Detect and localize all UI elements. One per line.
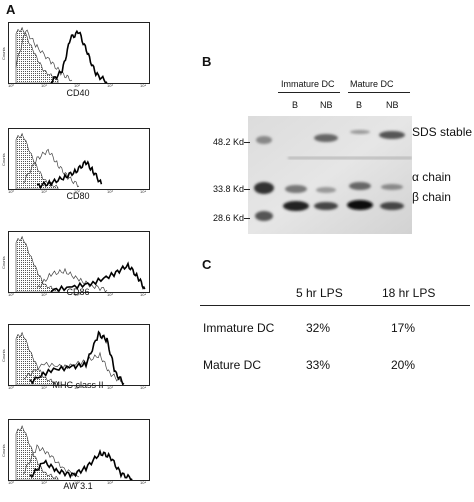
group-label-immature: Immature DC bbox=[281, 79, 335, 89]
group-underline-immature bbox=[278, 92, 340, 93]
x-tick-label: 10² bbox=[74, 83, 80, 88]
x-tick-label: 10¹ bbox=[41, 385, 47, 390]
marker-tick-48 bbox=[244, 142, 250, 143]
isotype-control-curve bbox=[15, 235, 59, 292]
table-cell: 20% bbox=[391, 358, 416, 372]
x-tick-label: 10³ bbox=[107, 385, 113, 390]
group-underline-mature bbox=[348, 92, 410, 93]
band-label-alpha-chain: α chain bbox=[412, 170, 451, 184]
panel-a-letter: A bbox=[6, 2, 16, 17]
histogram-label: CD40 bbox=[66, 88, 90, 98]
x-tick-label: 10³ bbox=[107, 189, 113, 194]
y-axis-label: Counts bbox=[1, 256, 6, 269]
mature-dc-curve bbox=[50, 261, 146, 292]
marker-label-33: 33.8 Kd bbox=[212, 184, 244, 194]
histogram-plot bbox=[8, 128, 150, 190]
x-tick-label: 10⁴ bbox=[140, 83, 147, 88]
table-header-5hr: 5 hr LPS bbox=[296, 286, 343, 300]
y-axis-label: Counts bbox=[1, 349, 6, 362]
lane-label-1: B bbox=[292, 100, 299, 110]
x-tick-label: 10² bbox=[74, 292, 80, 297]
isotype-control-curve bbox=[15, 26, 59, 83]
histogram-label: CD80 bbox=[66, 191, 90, 201]
y-axis-label: Counts bbox=[1, 47, 6, 60]
mature-dc-curve bbox=[29, 330, 125, 385]
y-axis-label: Counts bbox=[1, 444, 6, 457]
histogram-plot bbox=[8, 231, 150, 293]
y-axis-label: Counts bbox=[1, 153, 6, 166]
x-tick-label: 10¹ bbox=[41, 83, 47, 88]
x-tick-label: 10² bbox=[74, 480, 80, 485]
mature-dc-curve bbox=[50, 29, 108, 83]
immature-dc-curve bbox=[22, 444, 80, 478]
x-tick-label: 10¹ bbox=[41, 292, 47, 297]
isotype-control-curve bbox=[15, 425, 59, 480]
marker-label-48: 48.2 Kd bbox=[212, 137, 244, 147]
table-cell: 33% bbox=[306, 358, 331, 372]
mature-dc-curve bbox=[36, 159, 103, 189]
x-tick-label: 10¹ bbox=[41, 189, 47, 194]
table-row-label: Mature DC bbox=[203, 358, 262, 372]
marker-label-28: 28.6 Kd bbox=[212, 213, 244, 223]
histogram-curves bbox=[15, 330, 125, 385]
marker-tick-33 bbox=[244, 189, 250, 190]
panel-b-letter: B bbox=[202, 54, 212, 69]
histogram-plot bbox=[8, 419, 150, 481]
histogram-curves bbox=[15, 132, 103, 189]
table-cell: 32% bbox=[306, 321, 331, 335]
x-tick-label: 10³ bbox=[107, 480, 113, 485]
x-tick-label: 10⁴ bbox=[140, 480, 147, 485]
isotype-control-curve bbox=[15, 331, 59, 385]
histogram-curves bbox=[15, 26, 108, 83]
panel-c-letter: C bbox=[202, 257, 212, 272]
histogram-curves bbox=[15, 425, 133, 480]
western-blot-image bbox=[248, 116, 412, 234]
band-label-beta-chain: β chain bbox=[412, 190, 451, 204]
immature-dc-curve bbox=[15, 29, 73, 82]
x-tick-label: 10⁴ bbox=[140, 385, 147, 390]
histogram-plot bbox=[8, 22, 150, 84]
table-cell: 17% bbox=[391, 321, 416, 335]
lane-label-3: B bbox=[356, 100, 363, 110]
x-tick-label: 10² bbox=[74, 189, 80, 194]
x-tick-label: 10⁰ bbox=[8, 83, 15, 88]
x-tick-label: 10⁰ bbox=[8, 385, 15, 390]
lane-label-2: NB bbox=[320, 100, 333, 110]
histogram-curves bbox=[15, 235, 146, 292]
band-label-sds-stable: SDS stable bbox=[412, 125, 473, 139]
x-tick-label: 10² bbox=[74, 385, 80, 390]
marker-tick-28 bbox=[244, 218, 250, 219]
isotype-control-curve bbox=[15, 132, 59, 189]
table-row-label: Immature DC bbox=[203, 321, 275, 335]
histogram-label: MHC class II bbox=[52, 380, 104, 390]
x-tick-label: 10⁴ bbox=[140, 292, 147, 297]
table-rule bbox=[200, 305, 470, 306]
group-label-mature: Mature DC bbox=[350, 79, 394, 89]
immature-dc-curve bbox=[22, 148, 80, 188]
lane-label-4: NB bbox=[386, 100, 399, 110]
x-tick-label: 10⁰ bbox=[8, 292, 15, 297]
histogram-plot bbox=[8, 324, 150, 386]
histogram-label: AW 3.1 bbox=[63, 481, 93, 491]
histogram-label: CD86 bbox=[66, 287, 90, 297]
immature-dc-curve bbox=[36, 267, 108, 292]
mature-dc-curve bbox=[29, 448, 133, 480]
x-tick-label: 10³ bbox=[107, 83, 113, 88]
table-header-18hr: 18 hr LPS bbox=[382, 286, 436, 300]
x-tick-label: 10⁰ bbox=[8, 480, 15, 485]
x-tick-label: 10³ bbox=[107, 292, 113, 297]
x-tick-label: 10⁴ bbox=[140, 189, 147, 194]
x-tick-label: 10⁰ bbox=[8, 189, 15, 194]
x-tick-label: 10¹ bbox=[41, 480, 47, 485]
